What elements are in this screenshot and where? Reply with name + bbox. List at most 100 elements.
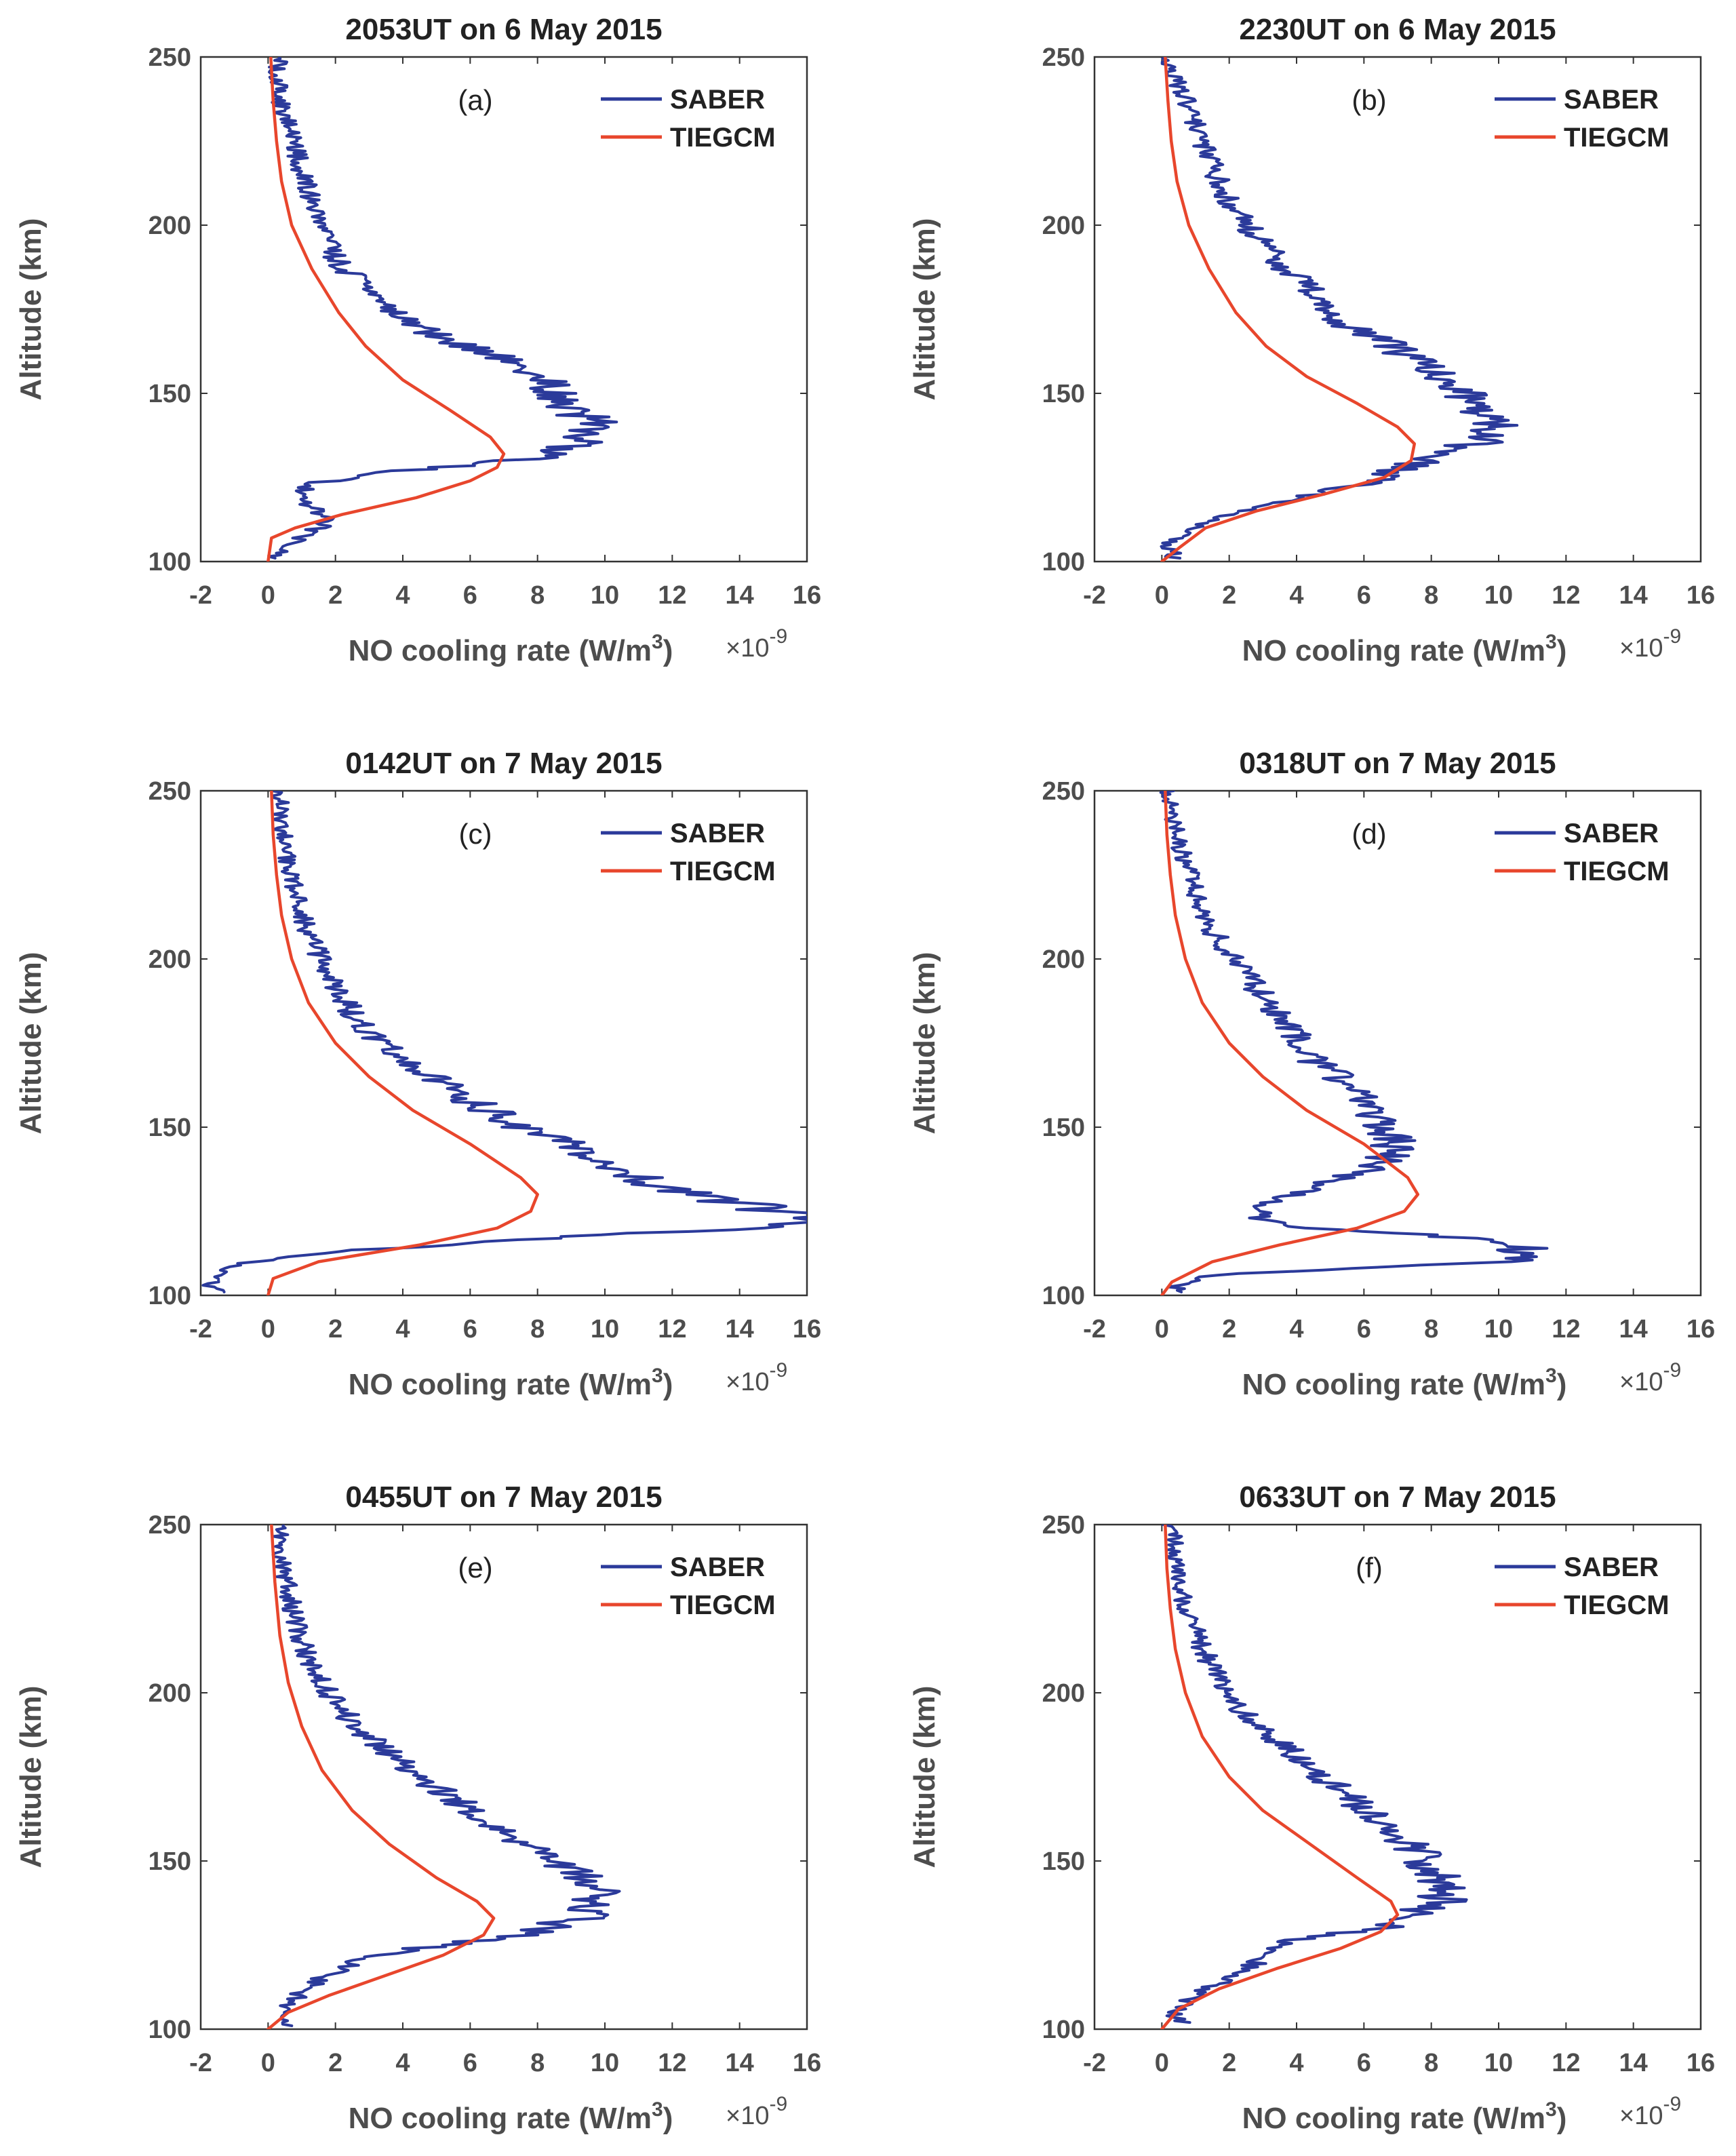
- x-tick-label: 2: [328, 581, 342, 610]
- x-tick-label: 8: [1424, 2049, 1438, 2077]
- chart-title: 2053UT on 6 May 2015: [345, 13, 662, 46]
- y-axis-label: Altitude (km): [14, 1686, 47, 1868]
- x-tick-label: 10: [591, 1315, 619, 1344]
- x-tick-label: -2: [1083, 581, 1106, 610]
- x-tick-label: 6: [1357, 1315, 1371, 1344]
- series-line-tiegcm: [1160, 1525, 1400, 2029]
- series-line-saber: [1159, 791, 1549, 1293]
- series-group: [1159, 791, 1549, 1295]
- x-tick-label: 6: [1357, 2049, 1371, 2077]
- x-tick-label: 14: [1619, 1315, 1648, 1344]
- x-tick-label: 14: [1619, 581, 1648, 610]
- chart-panel-c: -2 0 2 4 6 8 10 12 14 16 100 150 200 250 0142UT on 7 M…: [14, 747, 821, 1401]
- chart-title: 0633UT on 7 May 2015: [1239, 1481, 1556, 1514]
- legend-label-saber: SABER: [670, 1552, 765, 1582]
- x-tick-label: 6: [463, 2049, 477, 2077]
- x-tick-label: 12: [658, 581, 686, 610]
- x-tick-label: 6: [1357, 581, 1371, 610]
- x-tick-label: 0: [261, 1315, 275, 1344]
- series-line-saber: [1160, 57, 1519, 560]
- y-tick-label: 200: [149, 1679, 191, 1708]
- x-tick-label: 16: [793, 2049, 821, 2077]
- y-tick-label: 250: [1042, 1511, 1085, 1540]
- x-tick-label: -2: [189, 581, 212, 610]
- x-tick-label: 16: [793, 581, 821, 610]
- y-tick-label: 150: [1042, 380, 1085, 408]
- x-tick-label: 8: [1424, 1315, 1438, 1344]
- x-tick-label: 4: [1289, 2049, 1303, 2077]
- x-axis-multiplier: ×10-9: [1619, 625, 1681, 663]
- x-tick-label: 4: [395, 2049, 410, 2077]
- panel-label: (d): [1352, 818, 1386, 850]
- plot-area: [199, 1523, 808, 2031]
- series-line-tiegcm: [267, 1525, 496, 2029]
- x-tick-label: 8: [530, 1315, 545, 1344]
- x-axis-label: NO cooling rate (W/m3): [1242, 631, 1567, 667]
- y-tick-label: 200: [1042, 945, 1085, 974]
- x-tick-label: 14: [726, 581, 754, 610]
- y-tick-label: 100: [1042, 2016, 1085, 2044]
- series-line-saber: [201, 791, 807, 1293]
- series-group: [1160, 57, 1519, 562]
- x-axis-label: NO cooling rate (W/m3): [1242, 2098, 1567, 2135]
- x-axis-multiplier: ×10-9: [1619, 2093, 1681, 2130]
- legend-label-saber: SABER: [1564, 85, 1659, 115]
- y-tick-label: 200: [149, 945, 191, 974]
- y-tick-label: 250: [149, 1511, 191, 1540]
- x-axis-multiplier: ×10-9: [726, 2093, 787, 2130]
- x-tick-label: 0: [261, 2049, 275, 2077]
- series-line-tiegcm: [267, 57, 506, 562]
- series-line-saber: [267, 57, 618, 560]
- legend-label-saber: SABER: [1564, 819, 1659, 848]
- chart-panel-a: -2 0 2 4 6 8 10 12 14 16 100 150 200 250 2053UT on 6 M…: [14, 13, 821, 667]
- series-group: [1160, 1525, 1468, 2029]
- x-tick-label: 0: [1155, 2049, 1169, 2077]
- chart-title: 2230UT on 6 May 2015: [1239, 13, 1556, 46]
- x-tick-label: 16: [1686, 1315, 1715, 1344]
- panel-label: (a): [458, 84, 492, 116]
- legend-label-tiegcm: TIEGCM: [670, 123, 776, 153]
- panel-label: (e): [458, 1552, 492, 1584]
- x-tick-label: 4: [395, 1315, 410, 1344]
- x-axis-label: NO cooling rate (W/m3): [349, 2098, 673, 2135]
- series-line-saber: [271, 1525, 621, 2027]
- x-tick-label: 10: [591, 2049, 619, 2077]
- series-line-tiegcm: [1160, 57, 1417, 562]
- chart-panel-f: -2 0 2 4 6 8 10 12 14 16 100 150 200 250 0633UT on 7 M…: [908, 1481, 1715, 2135]
- plot-area: [1093, 1523, 1702, 2031]
- legend: SABER TIEGCM: [1495, 819, 1670, 886]
- x-tick-label: 2: [1222, 581, 1236, 610]
- x-tick-label: -2: [189, 2049, 212, 2077]
- x-tick-label: 10: [591, 581, 619, 610]
- chart-title: 0142UT on 7 May 2015: [345, 747, 662, 780]
- y-tick-label: 150: [1042, 1847, 1085, 1876]
- x-tick-label: 16: [793, 1315, 821, 1344]
- y-axis-label: Altitude (km): [908, 218, 941, 401]
- plot-area: [199, 789, 808, 1297]
- x-tick-label: 6: [463, 1315, 477, 1344]
- plot-area: [199, 56, 808, 563]
- legend: SABER TIEGCM: [601, 819, 776, 886]
- legend-label-saber: SABER: [670, 85, 765, 115]
- panel-label: (b): [1352, 84, 1386, 116]
- y-tick-label: 200: [1042, 212, 1085, 240]
- y-tick-label: 100: [149, 548, 191, 576]
- x-tick-label: 4: [395, 581, 410, 610]
- y-tick-label: 250: [1042, 777, 1085, 806]
- y-tick-label: 250: [149, 43, 191, 72]
- y-tick-label: 250: [1042, 43, 1085, 72]
- x-tick-label: 8: [530, 581, 545, 610]
- x-axis-multiplier: ×10-9: [726, 625, 787, 663]
- x-axis-label: NO cooling rate (W/m3): [1242, 1365, 1567, 1401]
- x-tick-label: 2: [1222, 1315, 1236, 1344]
- chart-title: 0455UT on 7 May 2015: [345, 1481, 662, 1514]
- x-tick-label: -2: [1083, 2049, 1106, 2077]
- x-tick-label: 12: [658, 1315, 686, 1344]
- x-tick-label: 12: [1552, 1315, 1580, 1344]
- y-tick-label: 150: [149, 1114, 191, 1142]
- y-tick-label: 150: [149, 380, 191, 408]
- x-tick-label: 8: [1424, 581, 1438, 610]
- y-tick-label: 100: [149, 2016, 191, 2044]
- series-line-tiegcm: [1160, 791, 1420, 1295]
